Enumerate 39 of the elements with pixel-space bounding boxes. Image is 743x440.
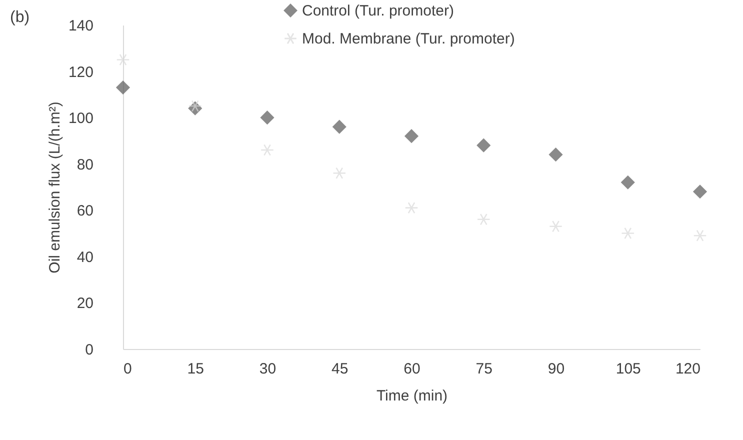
point: [332, 120, 346, 134]
y-tick-label: 60: [76, 202, 94, 220]
x-tick-label: 60: [404, 360, 420, 378]
point: [693, 230, 707, 242]
legend-label: Mod. Membrane (Tur. promoter): [302, 30, 515, 48]
point: [404, 202, 418, 214]
y-axis-title: Oil emulsion flux (L/(h.m²): [46, 102, 64, 274]
point: [548, 220, 563, 232]
point: [621, 176, 635, 190]
x-tick-label: 0: [124, 360, 132, 378]
point: [476, 138, 490, 152]
point: [476, 213, 490, 226]
x-axis-title: Time (min): [376, 388, 448, 404]
x-tick-label: 30: [259, 360, 276, 378]
point: [693, 184, 707, 198]
y-tick-label: 100: [68, 110, 94, 128]
point: [116, 54, 130, 66]
text: (b): [10, 9, 30, 26]
x-tick-label: 105: [616, 360, 641, 378]
y-tick-label: 20: [76, 295, 94, 312]
y-tick-label: 140: [68, 18, 94, 34]
x-tick-label: 75: [476, 360, 492, 378]
point: [621, 227, 635, 240]
x-tick-label: 45: [332, 360, 348, 378]
y-tick-label: 120: [68, 64, 94, 81]
y-tick-label: 0: [85, 342, 94, 358]
point: [548, 148, 563, 162]
point: [404, 129, 418, 143]
point: [260, 144, 274, 156]
point: [260, 110, 274, 124]
legend-label: Control (Tur. promoter): [302, 2, 454, 20]
point: [116, 80, 130, 94]
point: [332, 167, 346, 180]
x-tick-label: 90: [548, 360, 565, 378]
point: [188, 100, 202, 112]
y-tick-label: 80: [76, 156, 94, 174]
y-tick-label: 40: [76, 248, 94, 266]
x-tick-label: 15: [187, 360, 204, 378]
x-tick-label: 120: [675, 360, 700, 378]
